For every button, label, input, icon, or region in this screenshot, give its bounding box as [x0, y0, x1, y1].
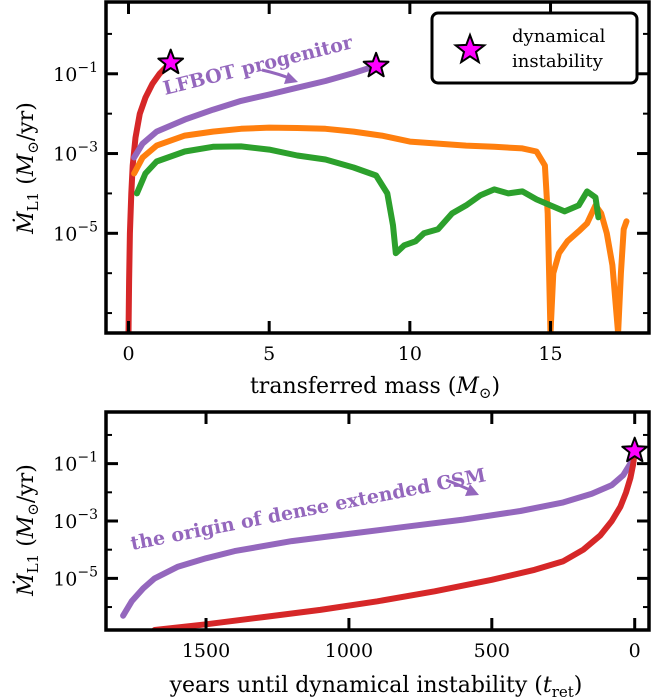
lfbot-annotation: LFBOT progenitor [161, 31, 356, 100]
top-y-axis-label: ṀL1 (M⊙/yr) [12, 102, 42, 235]
bottom-y-axis-label: ṀL1 (M⊙/yr) [12, 464, 42, 597]
top-plot-frame [104, 0, 651, 335]
bottom-series-group [120, 447, 638, 630]
bottom-y-tick-label: 10−1 [53, 450, 98, 476]
top-series-line-0 [125, 59, 174, 333]
top-y-tick-label: 10−3 [53, 140, 98, 166]
top-x-tick-label: 0 [122, 343, 134, 365]
csm-arrowhead [465, 484, 479, 496]
bottom-series-line-0 [120, 447, 638, 619]
legend-box [430, 11, 639, 85]
bottom-x-axis-label: years until dynamical instability (tret) [169, 673, 583, 700]
top-series-line-1 [131, 62, 380, 161]
lfbot-annotation-text: LFBOT progenitor [161, 31, 356, 100]
lfbot-arrowhead [284, 72, 298, 84]
bottom-stars [621, 436, 649, 463]
legend-label-line2: instability [512, 51, 604, 72]
bottom-y-tick-label: 10−5 [53, 564, 98, 590]
bottom-x-tick-label: 1500 [182, 640, 230, 662]
bottom-x-tick-label: 1000 [325, 640, 373, 662]
top-y-tick-label: 10−5 [53, 219, 98, 245]
legend: dynamical instability [430, 11, 639, 85]
bottom-x-tick-label: 500 [474, 640, 510, 662]
top-series-group [125, 59, 630, 333]
bottom-ticks: 1500 1000 500 0 10−1 10−3 10−5 [53, 412, 649, 662]
top-x-tick-label: 15 [538, 343, 562, 365]
top-ticks: 0 5 10 15 10−1 10−3 10−5 [53, 2, 649, 365]
top-series-line-3 [133, 143, 602, 257]
legend-star-marker [452, 32, 488, 65]
top-x-tick-label: 5 [263, 343, 275, 365]
top-x-axis-label: transferred mass (M⊙) [250, 374, 500, 402]
top-instability-star-0 [157, 48, 185, 75]
top-instability-star-1 [362, 51, 390, 78]
bottom-instability-star-0 [621, 436, 649, 463]
bottom-y-tick-label: 10−3 [53, 507, 98, 533]
bottom-series-line-1 [151, 447, 638, 630]
top-y-tick-label: 10−1 [53, 60, 98, 86]
top-stars [157, 48, 390, 78]
top-panel: 0 5 10 15 10−1 10−3 10−5 LFBOT progenitor dyna… [12, 0, 651, 402]
legend-label-line1: dynamical [512, 26, 606, 47]
top-x-tick-label: 10 [398, 343, 422, 365]
bottom-x-tick-label: 0 [629, 640, 641, 662]
bottom-panel: 1500 1000 500 010−110−310−5 the origin of d… [12, 410, 651, 700]
top-series-line-2 [131, 124, 630, 333]
